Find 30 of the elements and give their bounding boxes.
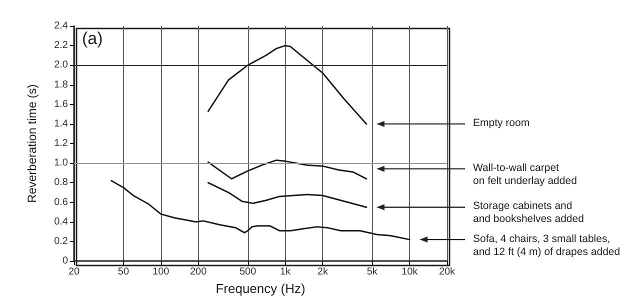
x-tick-label: 1k [280,266,292,278]
y-tick-label: 1.8 [54,79,68,90]
y-tick-label: 1.2 [54,138,68,150]
y-tick-label: 0.4 [54,216,68,228]
annotation: (a) [82,29,103,48]
y-tick-label: 2.2 [54,40,68,52]
x-tick-label: 50 [118,266,130,278]
y-tick-label: 1.6 [54,98,68,110]
y-tick-label: 0 [62,256,68,267]
y-tick-label: 0.6 [54,196,68,208]
y-tick-label: 2.0 [54,60,68,71]
y-axis-title: Reverberation time (s) [25,84,39,203]
x-tick-label: 2k [317,266,329,278]
y-tick-label: 1.4 [54,118,68,130]
text: Storage cabinets and and bookshelves added [473,200,584,226]
text: Wall-to-wall carpet on felt underlay added [473,162,577,188]
x-tick-label: 5k [366,266,378,278]
y-tick-label: 0.2 [54,236,68,248]
x-tick-label: 20k [438,266,456,278]
x-tick-label: 100 [152,266,170,278]
y-tick-label: 0.8 [54,177,68,188]
x-tick-label: 10k [402,266,419,278]
y-tick-label: 2.4 [54,20,68,32]
x-tick-label: 500 [239,266,257,278]
text: Empty room [473,116,530,130]
text: Sofa, 4 chairs, 3 small tables, and 12 ft (4 m) of drapes added [473,232,620,259]
x-tick-label: 20 [68,266,80,278]
x-tick-label: 200 [190,266,208,278]
y-tick-label: 1.0 [54,158,68,169]
x-axis-title: Frequency (Hz) [216,281,306,296]
